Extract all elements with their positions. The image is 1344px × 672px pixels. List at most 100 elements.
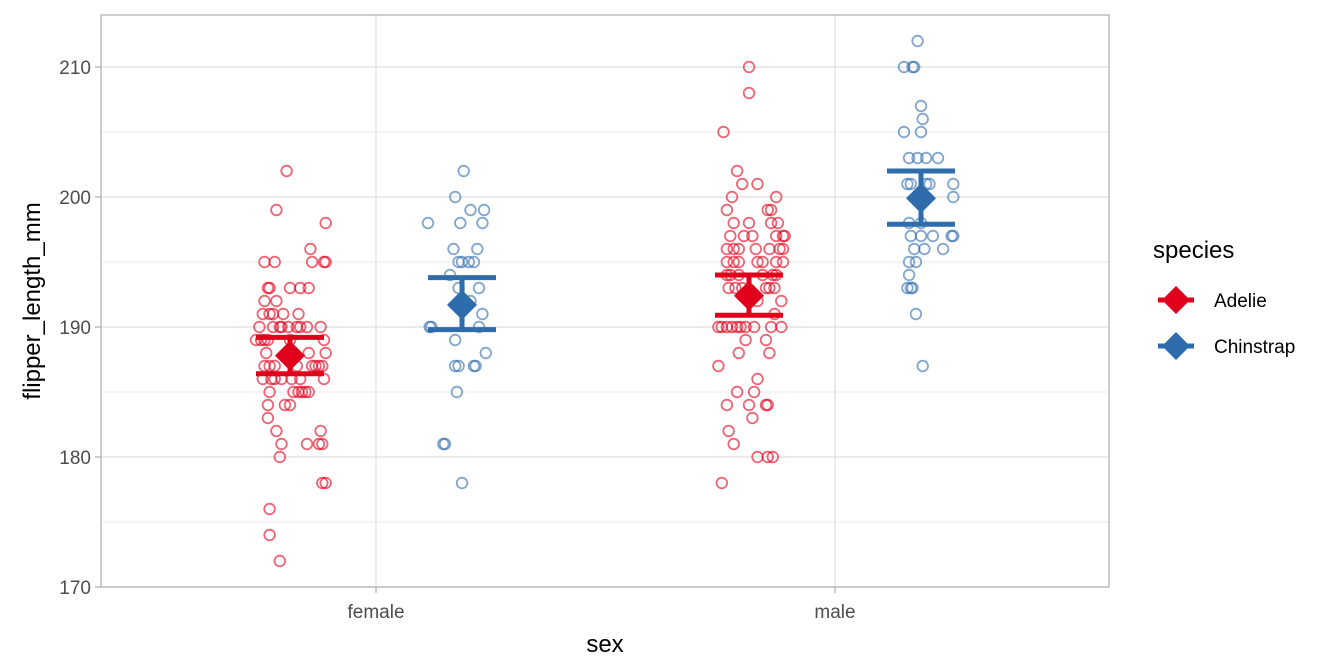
data-point-adelie bbox=[737, 229, 751, 243]
data-point-adelie bbox=[739, 333, 752, 347]
data-point-chinstrap bbox=[462, 255, 476, 269]
legend-label-adelie: Adelie bbox=[1214, 291, 1267, 312]
mean-diamond bbox=[734, 280, 764, 311]
data-point-adelie bbox=[746, 229, 759, 243]
data-point-chinstrap bbox=[923, 177, 936, 191]
data-point-chinstrap bbox=[425, 320, 438, 334]
data-point-adelie bbox=[712, 320, 725, 334]
data-point-adelie bbox=[319, 216, 332, 230]
data-point-adelie bbox=[292, 307, 305, 321]
data-point-adelie bbox=[300, 437, 314, 451]
mean-diamond bbox=[906, 183, 936, 214]
data-point-adelie bbox=[775, 294, 788, 308]
y-axis: 170 180 190 200 210 bbox=[59, 58, 101, 599]
data-point-chinstrap bbox=[901, 177, 914, 191]
data-point-adelie bbox=[712, 359, 725, 373]
data-point-adelie bbox=[305, 255, 319, 269]
data-point-adelie bbox=[759, 281, 773, 295]
data-point-adelie bbox=[742, 216, 756, 230]
data-point-adelie bbox=[763, 346, 776, 360]
data-point-adelie bbox=[273, 554, 287, 568]
summary-adelie-male bbox=[715, 272, 783, 318]
data-point-adelie bbox=[299, 385, 312, 399]
data-point-adelie bbox=[302, 346, 315, 360]
data-point-chinstrap bbox=[464, 203, 477, 217]
legend-label-chinstrap: Chinstrap bbox=[1214, 337, 1295, 358]
data-point-chinstrap bbox=[902, 255, 916, 269]
data-point-adelie bbox=[282, 320, 295, 334]
data-point-chinstrap bbox=[919, 151, 933, 165]
data-point-adelie bbox=[766, 450, 780, 464]
data-point-adelie bbox=[294, 320, 307, 334]
data-point-adelie bbox=[280, 164, 293, 178]
data-point-adelie bbox=[730, 385, 744, 399]
data-point-adelie bbox=[722, 424, 735, 438]
data-point-adelie bbox=[759, 333, 773, 347]
data-point-chinstrap bbox=[908, 242, 921, 256]
y-tick-label: 200 bbox=[59, 188, 91, 209]
data-point-adelie bbox=[258, 333, 271, 347]
data-point-chinstrap bbox=[437, 437, 450, 451]
data-point-chinstrap bbox=[947, 229, 960, 243]
data-point-adelie bbox=[776, 242, 790, 256]
data-point-adelie bbox=[732, 346, 746, 360]
data-point-chinstrap bbox=[897, 125, 911, 139]
y-tick-label: 190 bbox=[59, 318, 91, 339]
data-point-adelie bbox=[749, 242, 763, 256]
data-point-adelie bbox=[747, 320, 761, 334]
data-point-chinstrap bbox=[472, 320, 486, 334]
data-point-adelie bbox=[770, 190, 783, 204]
summary-markers bbox=[256, 168, 955, 377]
data-point-chinstrap bbox=[904, 177, 918, 191]
data-point-chinstrap bbox=[914, 229, 928, 243]
data-point-adelie bbox=[283, 398, 297, 412]
data-point-adelie bbox=[261, 411, 275, 425]
data-point-chinstrap bbox=[909, 307, 923, 321]
data-point-adelie bbox=[761, 398, 774, 412]
data-point-adelie bbox=[304, 242, 317, 256]
data-point-chinstrap bbox=[926, 229, 940, 243]
mean-diamond bbox=[447, 289, 477, 320]
data-point-chinstrap bbox=[471, 242, 484, 256]
data-point-chinstrap bbox=[443, 268, 457, 282]
data-point-adelie bbox=[727, 255, 740, 269]
data-point-chinstrap bbox=[467, 255, 481, 269]
data-point-chinstrap bbox=[449, 359, 462, 373]
data-point-adelie bbox=[261, 398, 275, 412]
data-point-chinstrap bbox=[457, 164, 470, 178]
plot-border bbox=[100, 14, 1110, 588]
data-point-adelie bbox=[771, 216, 785, 230]
x-axis: female male bbox=[347, 587, 856, 623]
data-point-adelie bbox=[254, 333, 268, 347]
data-point-adelie bbox=[717, 125, 730, 139]
data-point-chinstrap bbox=[479, 346, 493, 360]
data-point-adelie bbox=[317, 333, 331, 347]
data-point-adelie bbox=[258, 294, 271, 308]
data-point-adelie bbox=[724, 229, 737, 243]
data-point-adelie bbox=[273, 450, 287, 464]
data-point-chinstrap bbox=[902, 268, 916, 282]
y-tick-label: 180 bbox=[59, 448, 91, 469]
data-point-adelie bbox=[742, 86, 756, 100]
data-point-adelie bbox=[294, 281, 307, 295]
summary-chinstrap-female bbox=[428, 275, 496, 333]
legend-entry-adelie: Adelie bbox=[1158, 286, 1267, 314]
data-point-adelie bbox=[742, 398, 756, 412]
data-point-adelie bbox=[739, 320, 752, 334]
data-point-adelie bbox=[263, 528, 276, 542]
data-point-adelie bbox=[727, 242, 740, 256]
legend-entry-chinstrap: Chinstrap bbox=[1158, 332, 1295, 360]
data-point-chinstrap bbox=[911, 34, 924, 48]
data-point-adelie bbox=[764, 216, 778, 230]
x-axis-title: sex bbox=[586, 631, 623, 658]
data-point-chinstrap bbox=[469, 359, 482, 373]
data-point-adelie bbox=[732, 255, 746, 269]
data-point-adelie bbox=[270, 203, 283, 217]
data-point-adelie bbox=[742, 60, 756, 74]
data-point-adelie bbox=[720, 255, 734, 269]
data-point-chinstrap bbox=[906, 281, 919, 295]
x-tick-label: male bbox=[814, 602, 855, 623]
data-point-adelie bbox=[287, 385, 300, 399]
data-point-chinstrap bbox=[452, 359, 465, 373]
